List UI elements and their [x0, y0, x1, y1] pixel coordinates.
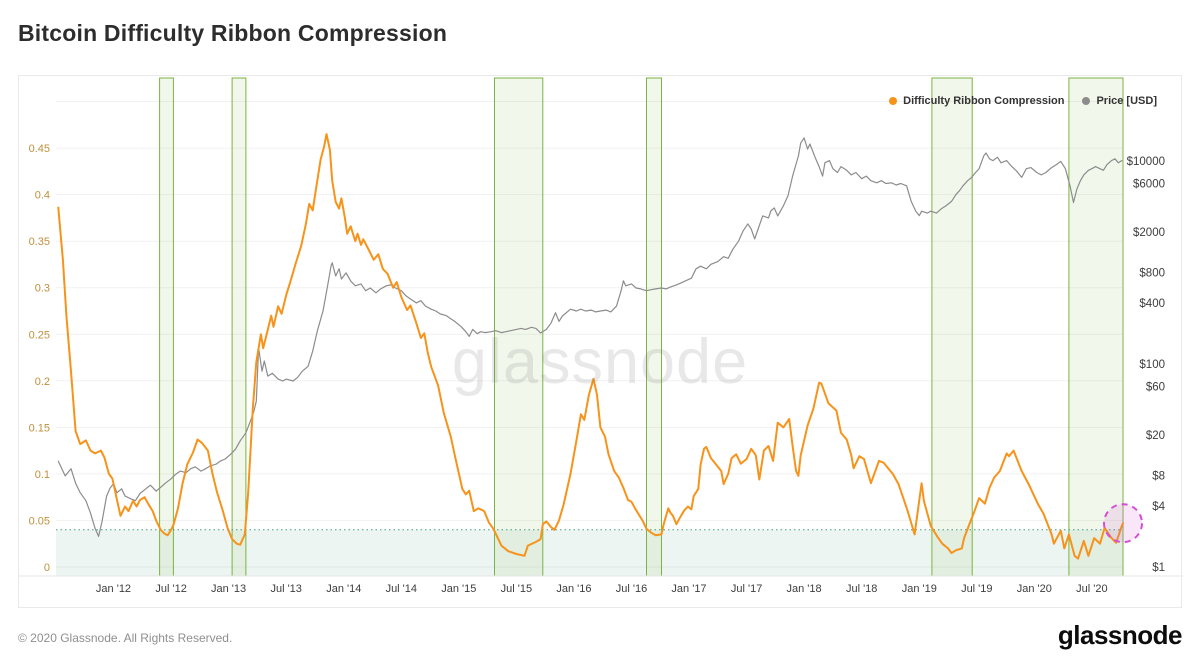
legend-item-difficulty-ribbon-compression[interactable]: Difficulty Ribbon Compression [889, 95, 1064, 107]
compression-highlight-band [646, 77, 662, 577]
left-axis-tick-label: 0.1 [35, 469, 50, 481]
x-axis-tick-label: Jul '16 [616, 583, 647, 595]
legend-dot-icon [1082, 97, 1091, 105]
x-axis-tick-label: Jul '18 [846, 583, 877, 595]
right-axis-tick-label: $8 [1152, 470, 1165, 482]
compression-highlight-band [231, 77, 247, 577]
x-axis-tick-label: Jan '15 [441, 583, 476, 595]
legend-item-price-usd[interactable]: Price [USD] [1082, 95, 1157, 107]
compression-highlight-band [931, 77, 973, 577]
right-axis-tick-label: $1 [1152, 562, 1165, 574]
left-axis-tick-label: 0.45 [29, 143, 50, 155]
left-axis-tick-label: 0.05 [29, 515, 50, 527]
x-axis-tick-label: Jan '20 [1017, 583, 1052, 595]
x-axis-tick-label: Jul '19 [961, 583, 992, 595]
x-axis-tick-label: Jan '12 [96, 583, 131, 595]
right-axis-tick-label: $6000 [1133, 179, 1165, 191]
current-value-highlight-circle [1103, 503, 1143, 544]
price-usd-line [57, 137, 1123, 537]
page-title: Bitcoin Difficulty Ribbon Compression [18, 20, 448, 46]
left-axis-tick-label: 0.15 [29, 422, 50, 434]
x-axis-tick-label: Jul '20 [1076, 583, 1107, 595]
x-axis-tick-label: Jan '18 [787, 583, 822, 595]
right-axis-tick-label: $60 [1146, 382, 1165, 394]
compression-highlight-band [494, 77, 544, 577]
left-axis-tick-label: 0.2 [35, 376, 50, 388]
left-axis-tick-label: 0.25 [29, 329, 50, 341]
legend-label: Price [USD] [1096, 95, 1157, 107]
left-axis-tick-label: 0.4 [35, 190, 50, 202]
legend-label: Difficulty Ribbon Compression [903, 95, 1065, 107]
right-axis-tick-label: $400 [1139, 298, 1165, 310]
legend-dot-icon [889, 97, 898, 105]
right-axis-tick-label: $100 [1139, 359, 1165, 371]
left-axis-tick-label: 0.35 [29, 236, 50, 248]
chart-plot-area: 0 0.05 0.1 0.15 0.2 0.25 0.3 0.35 0.4 0.45 $10000 $… [19, 77, 1183, 595]
compression-highlight-band [1068, 77, 1124, 577]
threshold-shaded-region [56, 529, 1123, 576]
x-axis-tick-label: Jan '17 [671, 583, 706, 595]
right-axis-tick-label: $20 [1146, 430, 1165, 442]
difficulty-ribbon-compression-line [57, 133, 1124, 560]
x-axis-tick-label: Jan '14 [326, 583, 361, 595]
x-axis-tick-label: Jan '13 [211, 583, 246, 595]
right-axis-tick-label: $2000 [1133, 227, 1165, 239]
chart-legend: Difficulty Ribbon Compression Price [USD… [889, 95, 1157, 107]
right-axis-tick-label: $10000 [1127, 156, 1165, 168]
x-axis-tick-label: Jul '15 [501, 583, 532, 595]
left-axis-tick-label: 0.3 [35, 283, 50, 295]
right-axis-tick-label: $4 [1152, 501, 1165, 513]
right-axis-tick-label: $800 [1139, 267, 1165, 279]
x-axis-tick-label: Jul '13 [270, 583, 301, 595]
glassnode-logo: glassnode [1057, 620, 1183, 650]
x-axis-tick-label: Jul '12 [155, 583, 186, 595]
compression-highlight-band [159, 77, 174, 577]
chart-card: 0 0.05 0.1 0.15 0.2 0.25 0.3 0.35 0.4 0.45 $10000 $… [18, 75, 1183, 608]
x-axis-tick-label: Jan '16 [556, 583, 591, 595]
x-axis-tick-label: Jul '14 [386, 583, 417, 595]
left-axis-tick-label: 0 [44, 562, 50, 574]
x-axis-tick-label: Jul '17 [731, 583, 762, 595]
copyright-text: © 2020 Glassnode. All Rights Reserved. [18, 631, 233, 645]
x-axis-tick-label: Jan '19 [902, 583, 937, 595]
